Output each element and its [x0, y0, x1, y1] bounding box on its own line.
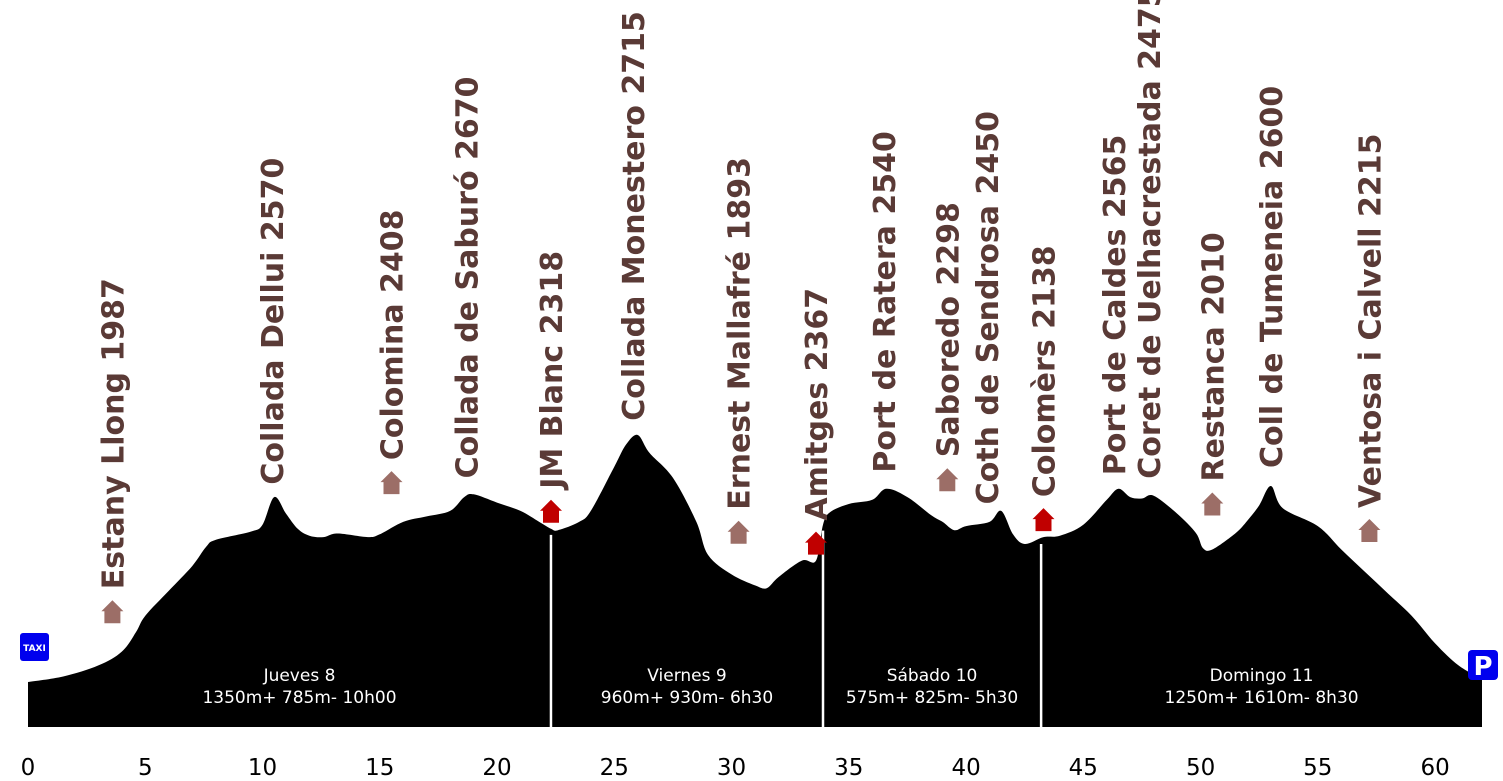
x-axis-ticks: 0 5 10 15 20 25 30 35 40 45 50 55 60: [21, 755, 1450, 781]
x-tick-label: 30: [717, 755, 746, 781]
x-tick-label: 5: [138, 755, 153, 781]
x-tick-label: 25: [600, 755, 629, 781]
x-tick-label: 60: [1420, 755, 1449, 781]
stage-stats-label: 1250m+ 1610m- 8h30: [1165, 688, 1359, 708]
parking-badge-text: P: [1473, 652, 1492, 682]
profile-area-group: [28, 434, 1482, 727]
stage-day-label: Sábado 10: [887, 666, 978, 686]
x-tick-label: 15: [365, 755, 394, 781]
x-tick-label: 20: [482, 755, 511, 781]
waypoint-label: Ernest Mallafré 1893: [723, 157, 758, 510]
waypoint-label: Ventosa i Calvell 2215: [1353, 134, 1388, 508]
waypoint-label: Estany Llong 1987: [96, 278, 131, 589]
waypoint-label: Saboredo 2298: [931, 202, 966, 457]
stage-day-label: Jueves 8: [263, 666, 336, 686]
hut-icon: [1032, 508, 1055, 532]
waypoint-label: Collada Monestero 2715: [617, 11, 652, 421]
x-tick-label: 0: [21, 755, 36, 781]
waypoint-label: Amitges 2367: [800, 288, 835, 521]
hut-icon: [805, 531, 827, 555]
refuge-icon: [727, 520, 750, 544]
waypoint-label: Colomina 2408: [376, 209, 411, 460]
refuge-icon: [101, 600, 124, 624]
waypoint-label: Restanca 2010: [1196, 232, 1231, 481]
waypoint-label: Port de Caldes 2565: [1098, 135, 1133, 476]
refuge-icon: [936, 468, 959, 492]
x-tick-label: 10: [248, 755, 277, 781]
waypoint-markers: [101, 468, 1381, 624]
stage-stats-label: 960m+ 930m- 6h30: [601, 688, 773, 708]
waypoint-label: Coll de Tumeneia 2600: [1255, 86, 1290, 468]
profile-area: [28, 434, 1482, 727]
stage-separators: [549, 530, 1043, 729]
refuge-icon: [1201, 492, 1224, 516]
x-tick-label: 45: [1069, 755, 1098, 781]
waypoint-label: Collada de Saburó 2670: [451, 76, 486, 478]
stage-stats-label: 575m+ 825m- 5h30: [846, 688, 1018, 708]
hut-icon: [540, 499, 562, 523]
parking-badge: P: [1468, 650, 1498, 682]
waypoint-label: Collada Dellui 2570: [256, 158, 291, 485]
stage-day-label: Viernes 9: [647, 666, 726, 686]
x-tick-label: 35: [834, 755, 863, 781]
refuge-icon: [380, 471, 403, 495]
waypoint-label: JM Blanc 2318: [535, 251, 570, 491]
stage-day-label: Domingo 11: [1210, 666, 1314, 686]
waypoint-label: Coth de Sendrosa 2450: [971, 111, 1006, 504]
refuge-icon: [1358, 519, 1381, 542]
waypoint-label: Coret de Uelhacrestada 2475: [1133, 0, 1168, 479]
x-tick-label: 40: [951, 755, 980, 781]
stage-stats-label: 1350m+ 785m- 10h00: [202, 688, 396, 708]
x-tick-label: 55: [1303, 755, 1332, 781]
taxi-badge-text: TAXI: [23, 644, 46, 654]
waypoint-label: Colomèrs 2138: [1028, 245, 1063, 497]
waypoint-label: Port de Ratera 2540: [868, 131, 903, 472]
taxi-badge: TAXI: [20, 633, 49, 661]
endpoint-badges: TAXI P: [20, 633, 1498, 682]
x-tick-label: 50: [1186, 755, 1215, 781]
waypoint-labels: Estany Llong 1987 Collada Dellui 2570 Colo…: [96, 0, 1388, 589]
